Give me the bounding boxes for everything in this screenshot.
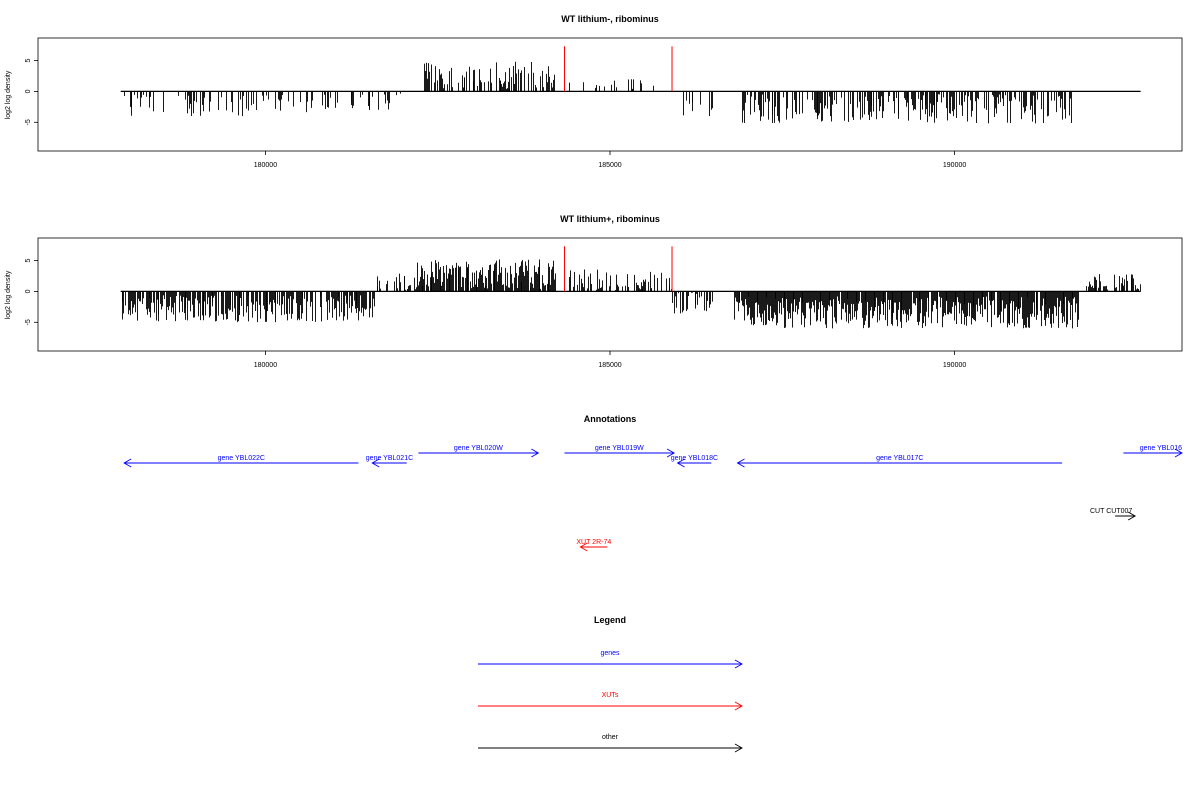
- annotations-track: Annotations gene YBL022C gene YBL021Cgene…: [123, 414, 1183, 552]
- panel-1-y-axis-label: log2 log density: [5, 70, 12, 119]
- annotation-feature: gene YBL019W: [564, 445, 675, 458]
- annotation-label: gene YBL020W: [454, 445, 503, 452]
- panel-1-x-axis: 180000 185000 190000: [254, 151, 966, 169]
- legend-label: other: [602, 734, 619, 741]
- annotation-label: gene YBL019W: [595, 445, 644, 452]
- annotation-label: CUT CUT007: [1090, 508, 1132, 515]
- x-tick-label: 180000: [254, 362, 277, 369]
- x-tick-label: 180000: [254, 162, 277, 169]
- legend-arrow: [478, 701, 743, 711]
- panel-lithium-minus: WT lithium-, ribominus log2 log density …: [5, 14, 1183, 169]
- annotation-arrow: [564, 448, 675, 458]
- y-tick-label: -5: [25, 119, 32, 125]
- y-tick-label: 5: [25, 58, 32, 62]
- panel-1-bars: [120, 61, 1141, 124]
- annotation-arrow: [418, 448, 540, 458]
- x-tick-label: 185000: [598, 162, 621, 169]
- annotation-feature: gene YBL018C: [671, 455, 718, 468]
- y-tick-label: 0: [25, 289, 32, 293]
- annotation-arrow: [1115, 511, 1137, 521]
- panel-2-bars: [120, 259, 1141, 329]
- panel-2-y-axis-label: log2 log density: [5, 270, 12, 319]
- legend-title: Legend: [594, 615, 626, 625]
- annotation-feature: CUT CUT007: [1090, 508, 1137, 521]
- legend: Legend genes XUTs other: [478, 615, 743, 753]
- panel-2-title: WT lithium+, ribominus: [560, 214, 660, 224]
- annotation-arrow: [579, 542, 608, 552]
- panel-lithium-plus: WT lithium+, ribominus log2 log density …: [5, 214, 1183, 369]
- annotation-label: gene YBL018C: [671, 455, 718, 462]
- annotation-feature: gene YBL022C: [123, 455, 359, 468]
- panel-2-x-axis: 180000 185000 190000: [254, 351, 966, 369]
- annotation-feature: gene YBL017C: [736, 455, 1063, 468]
- annotation-label: XUT 2R-74: [576, 539, 611, 546]
- legend-item: genes: [478, 650, 743, 669]
- panel-2-y-axis: -5 0 5: [25, 258, 38, 325]
- legend-arrow: [478, 659, 743, 669]
- legend-items: genes XUTs other: [478, 650, 743, 753]
- x-tick-label: 190000: [943, 362, 966, 369]
- panel-1-markers: [564, 46, 673, 92]
- y-tick-label: 5: [25, 258, 32, 262]
- annotation-arrow: [736, 458, 1063, 468]
- x-tick-label: 190000: [943, 162, 966, 169]
- annotation-label: gene YBL017C: [876, 455, 923, 462]
- annotation-label: gene YBL021C: [366, 455, 413, 462]
- annotation-feature: XUT 2R-74: [576, 539, 611, 552]
- panel-2-markers: [564, 246, 673, 292]
- annotation-label: gene YBL022C: [218, 455, 265, 462]
- annotations-title: Annotations: [584, 414, 637, 424]
- legend-item: other: [478, 734, 743, 753]
- legend-label: XUTs: [602, 692, 619, 699]
- annotation-feature: gene YBL016: [1123, 445, 1183, 458]
- annotation-features: gene YBL022C gene YBL021C gene YBL020W gene…: [123, 445, 1183, 552]
- annotation-arrow: [371, 458, 407, 468]
- legend-item: XUTs: [478, 692, 743, 711]
- annotation-label: gene YBL016: [1140, 445, 1182, 452]
- panel-1-title: WT lithium-, ribominus: [561, 14, 659, 24]
- annotation-feature: gene YBL020W: [418, 445, 540, 458]
- annotation-arrow: [676, 458, 712, 468]
- panel-1-y-axis: -5 0 5: [25, 58, 38, 125]
- x-tick-label: 185000: [598, 362, 621, 369]
- y-tick-label: -5: [25, 319, 32, 325]
- y-tick-label: 0: [25, 89, 32, 93]
- legend-label: genes: [600, 650, 620, 657]
- annotation-feature: gene YBL021C: [366, 455, 413, 468]
- legend-arrow: [478, 743, 743, 753]
- annotation-arrow: [1123, 448, 1183, 458]
- annotation-arrow: [123, 458, 359, 468]
